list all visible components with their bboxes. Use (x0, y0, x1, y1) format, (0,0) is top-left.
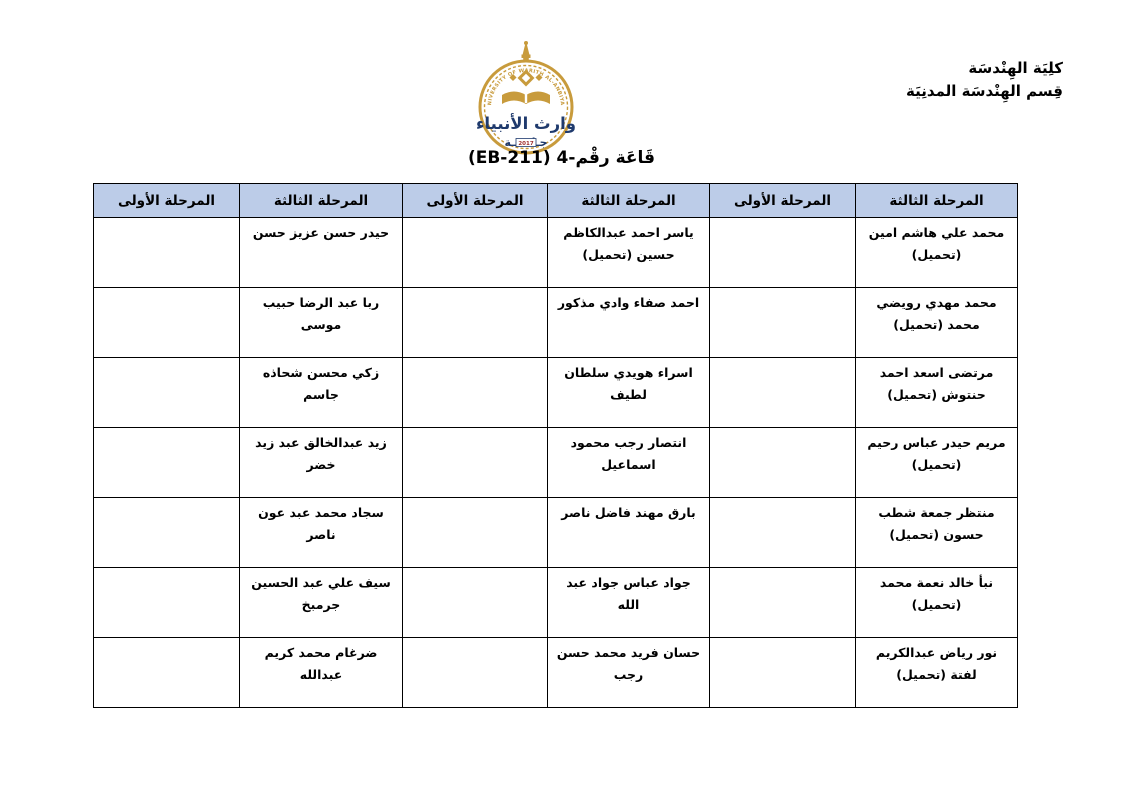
empty-cell (402, 427, 548, 498)
table-row: منتظر جمعة شطب حسون (تحميل) بارق مهند فاض… (93, 497, 1018, 568)
empty-cell (402, 637, 548, 708)
logo-year: 2017 (518, 141, 533, 147)
empty-cell (709, 567, 856, 638)
table-row: محمد مهدي رويضي محمد (تحميل) احمد صفاء وا… (93, 287, 1018, 358)
stage-column-header: المرحلة الثالثة (547, 183, 710, 218)
hall-title: قَاعَة رقْم-4 (EB-211) (467, 148, 656, 168)
empty-cell (709, 357, 856, 428)
university-logo-emblem: UNIVERSITY OF WARITH AL-ANBIYAA وارث الأ… (458, 36, 576, 155)
stage-column-header: المرحلة الثالثة (239, 183, 403, 218)
book-spine (524, 91, 528, 103)
student-name-cell: محمد علي هاشم امين (تحميل) (855, 217, 1018, 288)
empty-cell (402, 217, 548, 288)
stage-column-header: المرحلة الأولى (402, 183, 548, 218)
faculty-header: كلِيَة الهِنْدسَة قِسم الهِنْدسَة المدنِ… (906, 57, 1063, 103)
student-name-cell: مريم حيدر عباس رحيم (تحميل) (855, 427, 1018, 498)
empty-cell (402, 567, 548, 638)
student-name-cell: احمد صفاء وادي مذكور (547, 287, 710, 358)
stage-column-header: المرحلة الأولى (709, 183, 856, 218)
student-name-cell: ضرغام محمد كريم عبدالله (239, 637, 403, 708)
student-name-cell: بارق مهند فاضل ناصر (547, 497, 710, 568)
table-row: نور رياض عبدالكريم لفتة (تحميل) حسان فريد… (93, 637, 1018, 708)
stage-column-header: المرحلة الثالثة (855, 183, 1018, 218)
table-body: محمد علي هاشم امين (تحميل) ياسر احمد عبدا… (93, 217, 1018, 708)
empty-cell (402, 357, 548, 428)
student-name-cell: نبأ خالد نعمة محمد (تحميل) (855, 567, 1018, 638)
student-name-cell: جواد عباس جواد عبد الله (547, 567, 710, 638)
empty-cell (709, 287, 856, 358)
student-name-cell: حسان فريد محمد حسن رجب (547, 637, 710, 708)
student-name-cell: سيف علي عبد الحسين جرمبخ (239, 567, 403, 638)
empty-cell (402, 287, 548, 358)
empty-cell (93, 357, 240, 428)
student-name-cell: زيد عبدالخالق عبد زيد خضر (239, 427, 403, 498)
faculty-name: كلِيَة الهِنْدسَة (968, 59, 1063, 77)
empty-cell (709, 427, 856, 498)
logo-inner-scallop (483, 64, 569, 150)
student-name-cell: زكي محسن شحاذه جاسم (239, 357, 403, 428)
student-name-cell: نور رياض عبدالكريم لفتة (تحميل) (855, 637, 1018, 708)
empty-cell (93, 497, 240, 568)
student-name-cell: ربا عبد الرضا حبيب موسى (239, 287, 403, 358)
student-name-cell: مرتضى اسعد احمد حنتوش (تحميل) (855, 357, 1018, 428)
table-row: مريم حيدر عباس رحيم (تحميل) انتصار رجب مح… (93, 427, 1018, 498)
university-logo: UNIVERSITY OF WARITH AL-ANBIYAA وارث الأ… (458, 36, 592, 160)
stage-column-header: المرحلة الأولى (93, 183, 240, 218)
table-header-row: المرحلة الثالثة المرحلة الأولى المرحلة الث… (93, 183, 1018, 218)
student-name-cell: سجاد محمد عبد عون ناصر (239, 497, 403, 568)
students-table: المرحلة الثالثة المرحلة الأولى المرحلة الث… (93, 183, 1018, 708)
empty-cell (402, 497, 548, 568)
student-name-cell: ياسر احمد عبدالكاظم حسين (تحميل) (547, 217, 710, 288)
empty-cell (93, 427, 240, 498)
logo-ring (478, 59, 574, 155)
table-row: مرتضى اسعد احمد حنتوش (تحميل) اسراء هويدي… (93, 357, 1018, 428)
student-name-cell: منتظر جمعة شطب حسون (تحميل) (855, 497, 1018, 568)
empty-cell (93, 567, 240, 638)
table-head: المرحلة الثالثة المرحلة الأولى المرحلة الث… (93, 183, 1018, 218)
student-name-cell: انتصار رجب محمود اسماعيل (547, 427, 710, 498)
empty-cell (709, 637, 856, 708)
kufic-ornament-icon (509, 69, 543, 87)
student-name-cell: اسراء هويدي سلطان لطيف (547, 357, 710, 428)
table-row: محمد علي هاشم امين (تحميل) ياسر احمد عبدا… (93, 217, 1018, 288)
empty-cell (93, 637, 240, 708)
empty-cell (709, 497, 856, 568)
year-box (515, 138, 537, 147)
empty-cell (93, 287, 240, 358)
empty-cell (93, 217, 240, 288)
department-name: قِسم الهِنْدسَة المدنِيَة (906, 82, 1063, 100)
student-name-cell: محمد مهدي رويضي محمد (تحميل) (855, 287, 1018, 358)
logo-calligraphy: وارث الأنبياء (476, 113, 576, 134)
table-row: نبأ خالد نعمة محمد (تحميل) جواد عباس جواد… (93, 567, 1018, 638)
student-name-cell: حيدر حسن عزيز حسن (239, 217, 403, 288)
empty-cell (709, 217, 856, 288)
